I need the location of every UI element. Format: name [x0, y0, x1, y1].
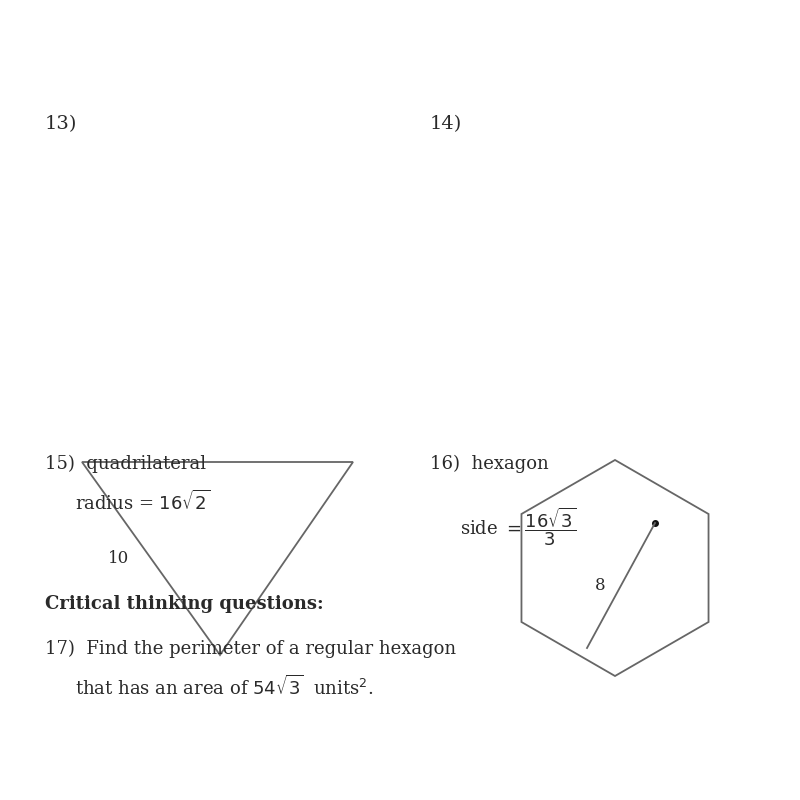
- Text: 16)  hexagon: 16) hexagon: [430, 455, 549, 474]
- Text: 15)  quadrilateral: 15) quadrilateral: [45, 455, 206, 474]
- Text: side $= \dfrac{16\sqrt{3}}{3}$: side $= \dfrac{16\sqrt{3}}{3}$: [460, 505, 576, 548]
- Text: radius = $16\sqrt{2}$: radius = $16\sqrt{2}$: [75, 490, 210, 514]
- Text: that has an area of $54\sqrt{3}$  units$^2$.: that has an area of $54\sqrt{3}$ units$^…: [75, 675, 374, 699]
- Text: 14): 14): [430, 115, 462, 133]
- Text: 10: 10: [108, 550, 129, 567]
- Text: 8: 8: [595, 577, 606, 594]
- Text: 13): 13): [45, 115, 78, 133]
- Text: Critical thinking questions:: Critical thinking questions:: [45, 595, 324, 613]
- Text: 17)  Find the perimeter of a regular hexagon: 17) Find the perimeter of a regular hexa…: [45, 640, 456, 658]
